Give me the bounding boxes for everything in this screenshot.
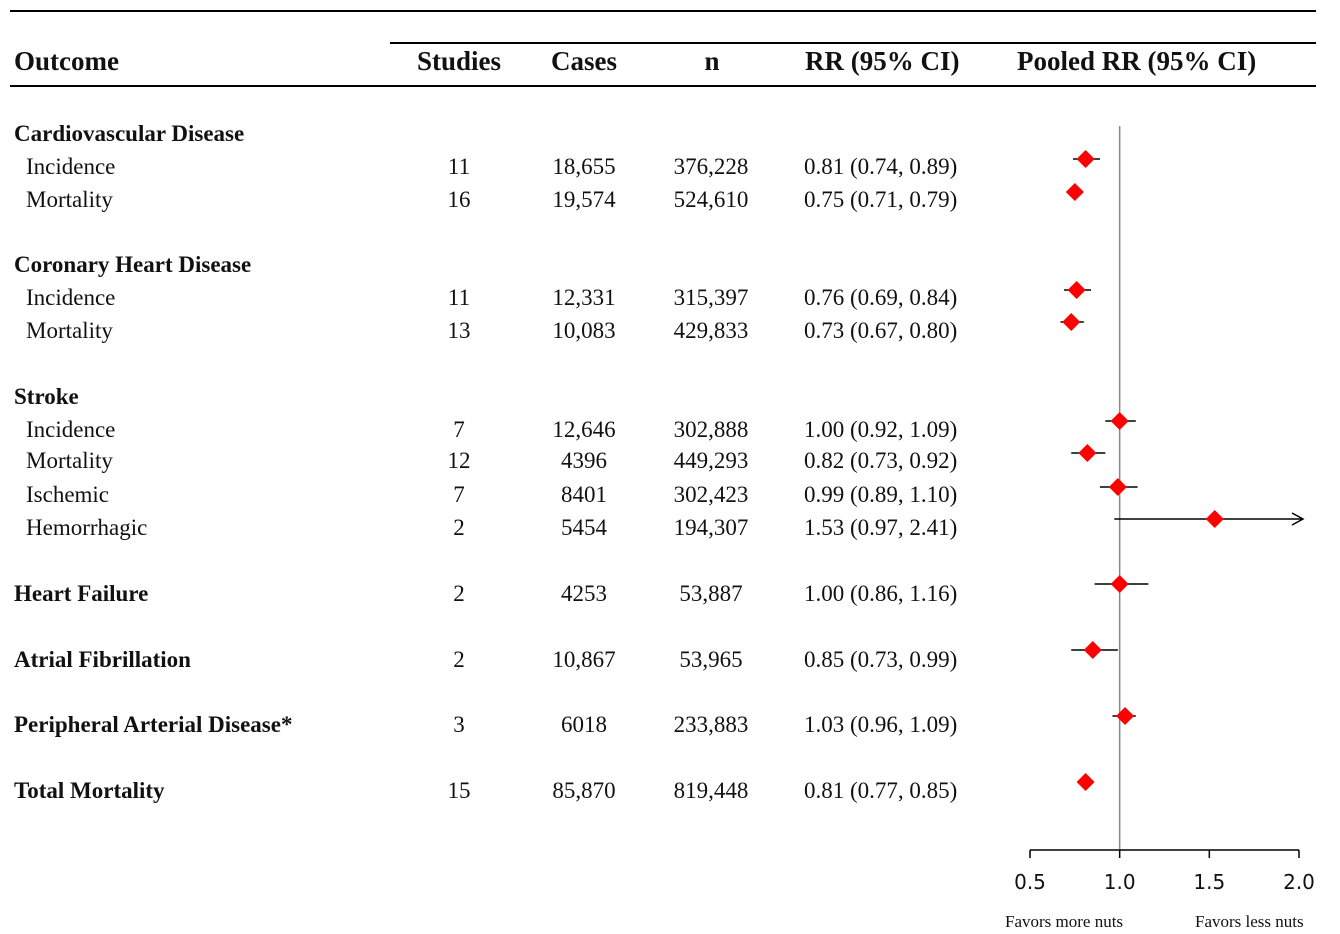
rr-cell: 1.03 (0.96, 1.09) [804, 712, 958, 737]
rr-marker [1108, 478, 1127, 496]
rr-marker [1067, 281, 1086, 299]
rr-cell: 1.00 (0.92, 1.09) [804, 417, 958, 442]
subgroup-label: Incidence [26, 154, 116, 179]
n-cell: 429,833 [673, 318, 749, 343]
header-rr: RR (95% CI) [805, 46, 960, 76]
header-pooled-rr: Pooled RR (95% CI) [1017, 46, 1257, 76]
favors-less-nuts-label: Favors less nuts [1195, 912, 1304, 931]
n-cell: 194,307 [673, 515, 749, 540]
rr-cell: 0.76 (0.69, 0.84) [804, 285, 958, 310]
studies-cell: 2 [453, 647, 465, 672]
group-label: Coronary Heart Disease [14, 252, 252, 277]
n-cell: 233,883 [673, 712, 749, 737]
rr-marker [1076, 150, 1095, 168]
rr-cell: 0.99 (0.89, 1.10) [804, 482, 958, 507]
rr-marker [1083, 641, 1102, 659]
rr-marker [1078, 444, 1097, 462]
group-label: Atrial Fibrillation [14, 647, 191, 672]
rr-marker [1065, 183, 1084, 201]
header-n: n [704, 46, 720, 76]
group-label: Peripheral Arterial Disease* [14, 712, 293, 737]
header-studies: Studies [416, 46, 502, 76]
studies-cell: 2 [453, 581, 465, 606]
rr-cell: 0.73 (0.67, 0.80) [804, 318, 958, 343]
group-label: Cardiovascular Disease [14, 121, 245, 146]
cases-cell: 18,655 [552, 154, 616, 179]
x-tick-label: 1.0 [1104, 870, 1136, 894]
header-top-rule [390, 42, 1316, 44]
subgroup-label: Ischemic [26, 482, 110, 507]
group-label: Heart Failure [14, 581, 149, 606]
rr-marker [1110, 575, 1129, 593]
cases-cell: 5454 [561, 515, 607, 540]
n-cell: 302,888 [673, 417, 749, 442]
cases-cell: 12,646 [552, 417, 616, 442]
subgroup-label: Incidence [26, 417, 116, 442]
subgroup-label: Hemorrhagic [26, 515, 148, 540]
cases-cell: 8401 [561, 482, 607, 507]
cases-cell: 4396 [561, 448, 607, 473]
rr-cell: 1.00 (0.86, 1.16) [804, 581, 958, 606]
rr-cell: 0.81 (0.74, 0.89) [804, 154, 958, 179]
cases-cell: 10,867 [552, 647, 616, 672]
subgroup-label: Mortality [26, 448, 113, 473]
x-tick-label: 2.0 [1283, 870, 1315, 894]
studies-cell: 7 [453, 482, 465, 507]
rr-marker [1116, 707, 1135, 725]
group-label: Stroke [14, 384, 79, 409]
header-outcome: Outcome [14, 46, 119, 76]
cases-cell: 4253 [561, 581, 607, 606]
favors-more-nuts-label: Favors more nuts [1005, 912, 1124, 931]
n-cell: 53,965 [679, 647, 743, 672]
n-cell: 53,887 [679, 581, 743, 606]
studies-cell: 11 [447, 285, 471, 310]
subgroup-label: Mortality [26, 187, 113, 212]
rr-cell: 0.82 (0.73, 0.92) [804, 448, 958, 473]
cases-cell: 10,083 [552, 318, 616, 343]
rr-cell: 0.81 (0.77, 0.85) [804, 778, 958, 803]
rr-marker [1076, 773, 1095, 791]
rr-cell: 0.85 (0.73, 0.99) [804, 647, 958, 672]
cases-cell: 85,870 [552, 778, 616, 803]
cases-cell: 12,331 [552, 285, 616, 310]
cases-cell: 19,574 [552, 187, 616, 212]
x-tick-label: 1.5 [1193, 870, 1225, 894]
x-tick-label: 0.5 [1014, 870, 1046, 894]
n-cell: 302,423 [673, 482, 749, 507]
studies-cell: 3 [453, 712, 465, 737]
studies-cell: 7 [453, 417, 465, 442]
n-cell: 449,293 [673, 448, 749, 473]
n-cell: 315,397 [673, 285, 749, 310]
studies-cell: 11 [447, 154, 471, 179]
n-cell: 524,610 [673, 187, 749, 212]
header-bottom-rule [10, 85, 1316, 87]
studies-cell: 15 [447, 778, 471, 803]
rr-marker [1110, 412, 1129, 430]
header-cases: Cases [551, 46, 617, 76]
group-label: Total Mortality [14, 778, 165, 803]
studies-cell: 12 [447, 448, 471, 473]
cases-cell: 6018 [561, 712, 607, 737]
rr-marker [1205, 510, 1224, 528]
rr-cell: 0.75 (0.71, 0.79) [804, 187, 958, 212]
ci-arrow [1291, 512, 1305, 526]
rr-cell: 1.53 (0.97, 2.41) [804, 515, 958, 540]
rr-marker [1062, 313, 1081, 331]
studies-cell: 2 [453, 515, 465, 540]
n-cell: 819,448 [673, 778, 749, 803]
top-rule [10, 10, 1316, 12]
subgroup-label: Mortality [26, 318, 113, 343]
studies-cell: 16 [447, 187, 471, 212]
subgroup-label: Incidence [26, 285, 116, 310]
studies-cell: 13 [447, 318, 471, 343]
n-cell: 376,228 [673, 154, 749, 179]
